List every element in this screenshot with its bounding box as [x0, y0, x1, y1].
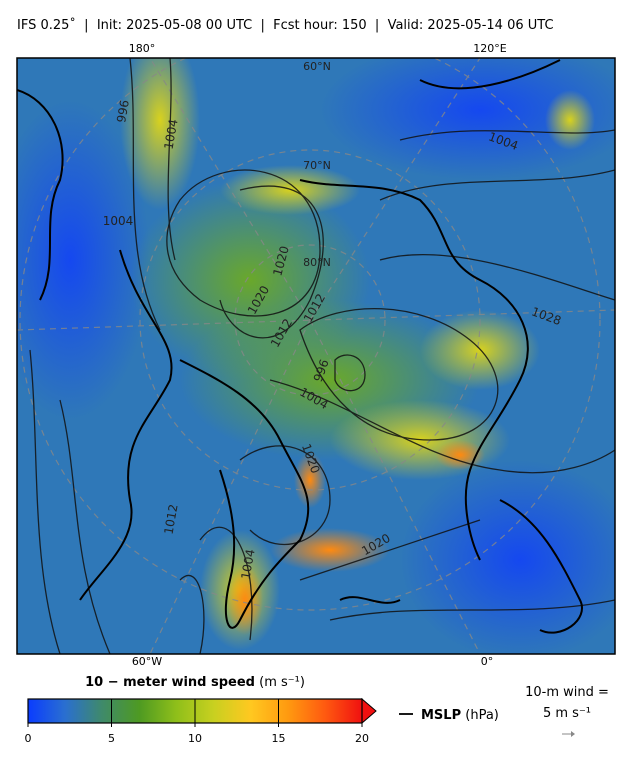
lat-label: 80°N	[303, 256, 331, 269]
wind-legend-value: 5 m s⁻¹	[543, 706, 591, 721]
lat-label: 60°N	[303, 60, 331, 73]
colorbar-tick-label: 15	[272, 732, 286, 745]
wind-legend-label: 10-m wind =	[525, 685, 609, 700]
contour-label: 1012	[162, 503, 181, 536]
colorbar-title: 10 − meter wind speed	[85, 675, 255, 690]
mslp-legend-units: (hPa)	[465, 708, 499, 723]
mslp-legend-name: MSLP	[421, 708, 461, 723]
mslp-legend: MSLP (hPa)	[421, 708, 499, 723]
colorbar-heading: 10 − meter wind speed (m s⁻¹)	[85, 675, 305, 690]
wind-legend-arrow	[562, 731, 575, 737]
lon-label: 180°	[129, 42, 156, 55]
colorbar-extend	[361, 697, 377, 725]
colorbar-tick-label: 10	[188, 732, 202, 745]
contour-label: 1004	[103, 214, 134, 228]
contour-label: 1004	[162, 118, 181, 151]
colorbar: 0 5 10 15 20	[25, 697, 377, 745]
lon-label: 0°	[481, 655, 494, 668]
map-frame	[16, 57, 616, 655]
lon-label: 120°E	[473, 42, 506, 55]
map-field: 60°N70°N80°N9961004100410201020101210129…	[17, 58, 615, 654]
colorbar-tick-label: 5	[108, 732, 115, 745]
contour-label: 1004	[239, 548, 258, 581]
colorbar-tick-label: 0	[25, 732, 32, 745]
header-title: IFS 0.25˚ | Init: 2025-05-08 00 UTC | Fc…	[17, 17, 554, 33]
contour-label: 996	[114, 99, 132, 124]
colorbar-tick-label: 20	[355, 732, 369, 745]
colorbar-units: (m s⁻¹)	[259, 675, 305, 690]
lon-label: 60°W	[132, 655, 162, 668]
lat-label: 70°N	[303, 159, 331, 172]
